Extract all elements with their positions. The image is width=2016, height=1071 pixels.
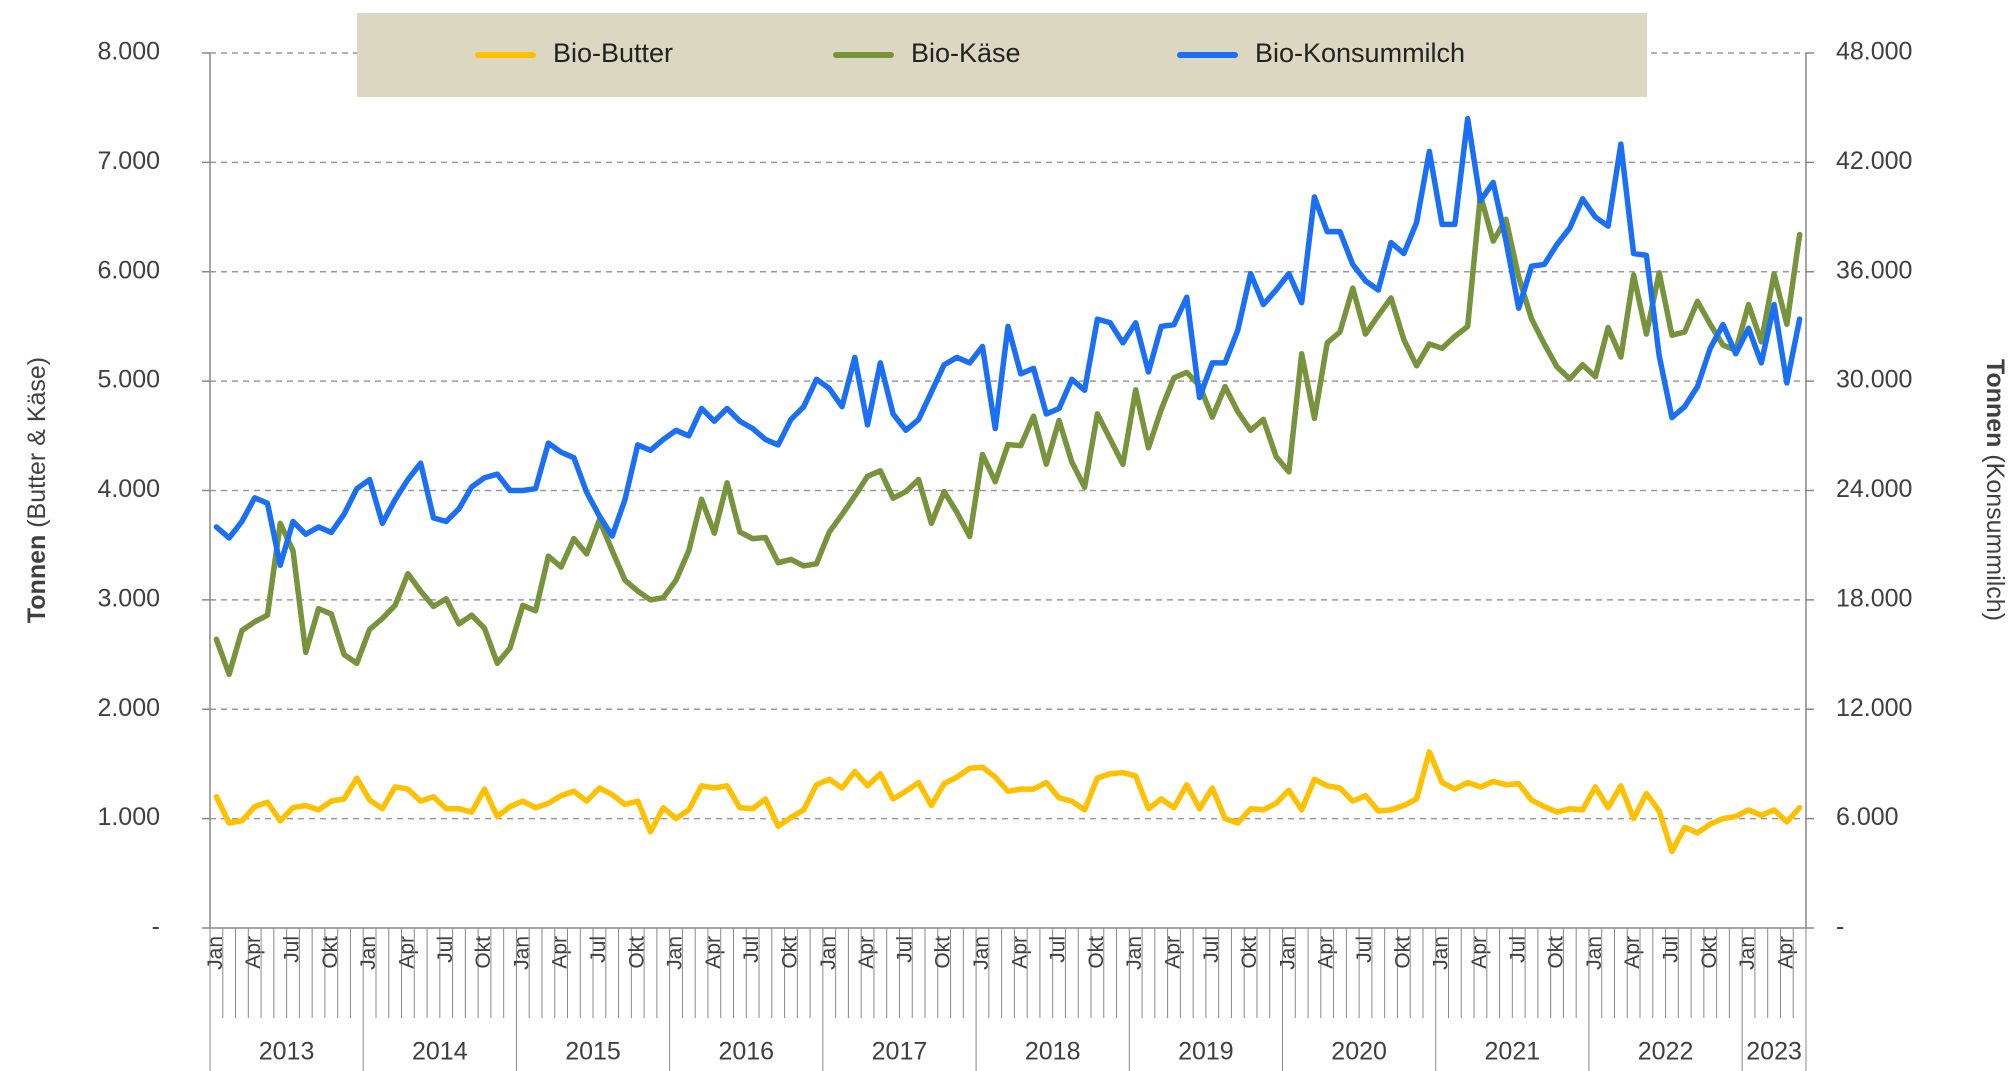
x-tick-label: Jul (1506, 936, 1529, 963)
x-tick-label: Jul (434, 936, 457, 963)
x-tick-label: Jan (1123, 936, 1146, 970)
series-line (213, 749, 1803, 855)
x-tick-label: Jan (510, 936, 533, 970)
year-label: 2017 (872, 1038, 928, 1066)
year-label: 2016 (718, 1038, 774, 1066)
y2-tick-label: 30.000 (1836, 366, 1912, 394)
y-tick-label: 6.000 (97, 256, 160, 284)
y-tick-label: 7.000 (97, 147, 160, 175)
year-label: 2018 (1025, 1038, 1081, 1066)
legend-box (357, 13, 1647, 97)
x-tick-label: Jan (664, 936, 687, 970)
y-axis-title-bold: Tonnen (23, 535, 51, 623)
y-tick-label: 4.000 (97, 475, 160, 503)
x-tick-label: Jan (970, 936, 993, 970)
y2-axis-title-rest: (Konsummilch) (1981, 454, 2009, 621)
y2-tick-label: 42.000 (1836, 147, 1912, 175)
x-tick-label: Apr (1774, 936, 1797, 969)
x-tick-label: Jan (1430, 936, 1453, 970)
y2-axis-title: Tonnen (Konsummilch) (1981, 359, 2009, 621)
x-tick-label: Jan (1583, 936, 1606, 970)
y-tick-label: 8.000 (97, 38, 160, 66)
series-line (213, 115, 1803, 568)
x-tick-label: Jul (1200, 936, 1223, 963)
year-label: 2019 (1178, 1038, 1234, 1066)
x-tick-label: Apr (1008, 936, 1031, 969)
x-tick-label: Apr (395, 936, 418, 969)
year-label: 2023 (1746, 1038, 1802, 1066)
y2-tick-label: - (1836, 913, 1844, 941)
y-tick-label: 2.000 (97, 694, 160, 722)
x-tick-label: Okt (1085, 936, 1108, 969)
y2-axis-title-bold: Tonnen (1981, 359, 2009, 447)
x-tick-label: Okt (472, 936, 495, 969)
legend-label: Bio-Butter (553, 38, 673, 68)
x-tick-label: Apr (1468, 936, 1491, 969)
year-label: 2015 (565, 1038, 621, 1066)
year-label: 2021 (1485, 1038, 1541, 1066)
x-tick-label: Jul (1353, 936, 1376, 963)
x-tick-label: Jan (1276, 936, 1299, 970)
y2-tick-label: 12.000 (1836, 694, 1912, 722)
x-tick-label: Jan (204, 936, 227, 970)
y-axis-title-rest: (Butter & Käse) (23, 357, 51, 528)
x-tick-label: Jul (1659, 936, 1682, 963)
x-tick-label: Okt (932, 936, 955, 969)
x-tick-label: Okt (319, 936, 342, 969)
legend-label: Bio-Käse (911, 38, 1021, 68)
x-tick-label: Apr (242, 936, 265, 969)
x-tick-label: Jan (1736, 936, 1759, 970)
y2-tick-label: 6.000 (1836, 803, 1899, 831)
year-label: 2020 (1331, 1038, 1387, 1066)
x-tick-label: Okt (1238, 936, 1261, 969)
y-tick-label: 1.000 (97, 803, 160, 831)
y-tick-label: - (152, 913, 160, 941)
x-tick-label: Apr (1162, 936, 1185, 969)
y2-tick-label: 18.000 (1836, 584, 1912, 612)
legend: Bio-Butter Bio-Käse Bio-Konsummilch (357, 13, 1647, 97)
year-label: 2022 (1638, 1038, 1694, 1066)
x-tick-label: Apr (549, 936, 572, 969)
x-tick-label: Apr (855, 936, 878, 969)
legend-label: Bio-Konsummilch (1255, 38, 1465, 68)
x-tick-label: Jan (357, 936, 380, 970)
x-tick-label: Okt (1545, 936, 1568, 969)
x-tick-label: Apr (1621, 936, 1644, 969)
x-tick-label: Okt (625, 936, 648, 969)
x-tick-label: Apr (702, 936, 725, 969)
year-label: 2013 (259, 1038, 315, 1066)
y-tick-label: 3.000 (97, 584, 160, 612)
x-tick-label: Jul (587, 936, 610, 963)
x-tick-label: Jul (281, 936, 304, 963)
y2-tick-label: 24.000 (1836, 475, 1912, 503)
y2-tick-label: 36.000 (1836, 256, 1912, 284)
x-tick-label: Okt (1391, 936, 1414, 969)
x-tick-label: Jan (817, 936, 840, 970)
y-tick-label: 5.000 (97, 366, 160, 394)
x-tick-label: Okt (1698, 936, 1721, 969)
x-tick-label: Jul (740, 936, 763, 963)
x-tick-label: Okt (778, 936, 801, 969)
x-tick-label: Apr (1315, 936, 1338, 969)
series-line (213, 192, 1803, 677)
year-label: 2014 (412, 1038, 468, 1066)
y-axis-title: Tonnen (Butter & Käse) (23, 357, 51, 623)
x-tick-label: Jul (1047, 936, 1070, 963)
x-tick-label: Jul (893, 936, 916, 963)
y2-tick-label: 48.000 (1836, 38, 1912, 66)
